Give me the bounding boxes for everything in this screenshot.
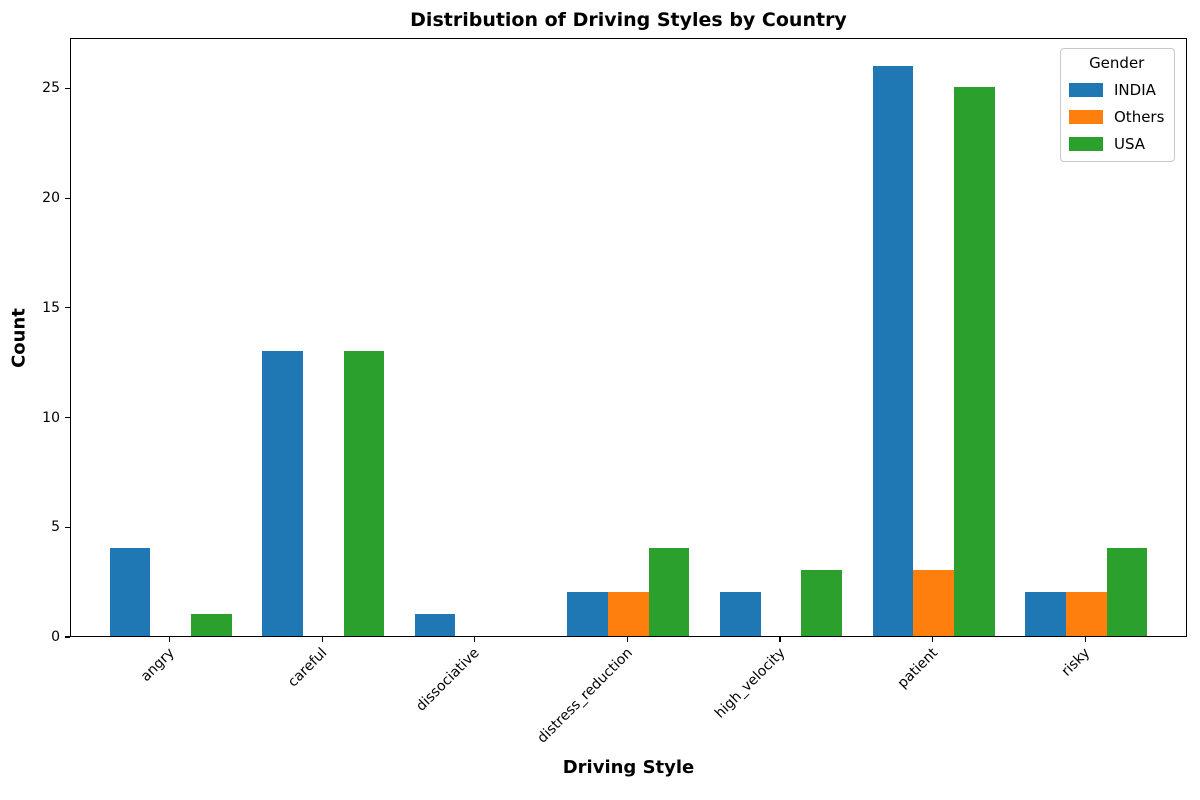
y-tick-label-5: 5	[51, 519, 60, 536]
x-tick-label-risky: risky	[1058, 645, 1094, 680]
legend-swatch-Others	[1069, 110, 1103, 124]
bar-USA-angry	[190, 614, 232, 636]
legend-item-USA: USA	[1069, 135, 1164, 153]
bar-INDIA-dissociative	[414, 614, 456, 636]
bar-USA-high_velocity	[801, 570, 843, 636]
y-tick-5	[65, 526, 70, 528]
x-tick-distress_reduction	[626, 637, 628, 642]
bar-INDIA-high_velocity	[719, 592, 761, 636]
legend-title: Gender	[1089, 54, 1145, 72]
bar-Others-risky	[1065, 592, 1107, 636]
x-tick-dissociative	[474, 637, 476, 642]
x-tick-label-patient: patient	[894, 645, 941, 692]
legend-label-USA: USA	[1114, 135, 1146, 153]
y-tick-label-20: 20	[42, 190, 60, 207]
y-tick-label-25: 25	[42, 80, 60, 97]
y-tick-label-0: 0	[51, 629, 60, 645]
x-tick-risky	[1084, 637, 1086, 642]
chart-title: Distribution of Driving Styles by Countr…	[410, 9, 847, 31]
legend-label-Others: Others	[1114, 108, 1165, 126]
bar-INDIA-risky	[1025, 592, 1066, 636]
x-tick-angry	[169, 637, 171, 642]
x-tick-label-angry: angry	[138, 645, 178, 685]
bar-USA-distress_reduction	[648, 548, 690, 636]
x-tick-label-careful: careful	[285, 645, 331, 691]
bar-Others-patient	[913, 570, 954, 636]
y-tick-label-10: 10	[42, 409, 60, 426]
x-tick-label-dissociative: dissociative	[413, 645, 484, 715]
legend-label-INDIA: INDIA	[1114, 81, 1156, 99]
bar-INDIA-patient	[872, 65, 914, 636]
x-tick-high_velocity	[779, 637, 781, 642]
x-tick-label-high_velocity: high_velocity	[711, 645, 789, 722]
x-tick-label-distress_reduction: distress_reduction	[534, 645, 636, 747]
y-tick-15	[65, 307, 70, 309]
y-tick-20	[65, 197, 70, 199]
bar-Others-distress_reduction	[608, 592, 649, 636]
bar-INDIA-distress_reduction	[567, 592, 609, 636]
legend-swatch-USA	[1069, 137, 1103, 151]
legend-swatch-INDIA	[1069, 83, 1103, 97]
y-tick-10	[65, 416, 70, 419]
y-tick-25	[65, 87, 70, 90]
bar-USA-patient	[953, 87, 995, 636]
y-tick-label-15: 15	[42, 299, 60, 316]
plot-area	[70, 38, 1187, 637]
legend: Gender INDIA Others USA	[1060, 48, 1176, 162]
legend-item-Others: Others	[1069, 108, 1164, 126]
legend-items: INDIA Others USA	[1069, 81, 1164, 153]
bar-INDIA-angry	[109, 548, 151, 636]
bar-INDIA-careful	[262, 350, 303, 636]
x-axis-label: Driving Style	[562, 757, 695, 778]
bar-USA-careful	[343, 350, 385, 636]
x-tick-careful	[321, 637, 323, 642]
x-tick-patient	[932, 637, 934, 642]
legend-item-INDIA: INDIA	[1069, 81, 1164, 99]
bar-USA-risky	[1106, 548, 1148, 636]
y-tick-0	[65, 636, 70, 638]
